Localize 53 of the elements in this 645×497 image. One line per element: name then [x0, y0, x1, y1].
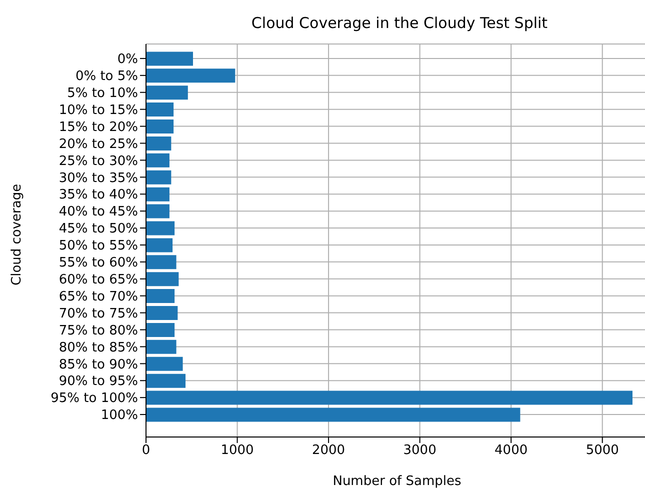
y-tick-label: 35% to 40%	[58, 188, 138, 203]
x-tick-label: 4000	[494, 443, 528, 458]
x-tick-label: 2000	[312, 443, 346, 458]
bar	[146, 170, 172, 184]
bar	[146, 120, 174, 134]
y-tick-label: 100%	[100, 408, 138, 424]
bar	[146, 221, 175, 236]
x-axis-title: Number of Samples	[332, 474, 462, 489]
bar	[146, 356, 183, 371]
y-axis-title: Cloud coverage	[10, 184, 25, 286]
y-tick-label: 15% to 20%	[58, 120, 138, 135]
y-tick-label: 85% to 90%	[58, 357, 138, 372]
bar	[146, 306, 178, 320]
x-tick-label: 1000	[220, 443, 254, 458]
bar	[146, 255, 176, 270]
bar	[146, 272, 179, 286]
y-tick-label: 95% to 100%	[50, 391, 138, 406]
bar	[146, 86, 188, 100]
y-tick-label: 20% to 25%	[58, 136, 138, 152]
y-tick-label: 75% to 80%	[58, 323, 138, 338]
y-tick-label: 50% to 55%	[58, 238, 138, 254]
y-tick-label: 60% to 65%	[58, 272, 138, 288]
bar	[146, 238, 173, 252]
bar	[146, 374, 186, 388]
bar	[146, 390, 632, 405]
bar	[146, 102, 174, 117]
y-tick-label: 30% to 35%	[58, 170, 138, 186]
bar	[146, 289, 175, 304]
y-tick-label: 10% to 15%	[58, 102, 138, 118]
bar	[146, 68, 236, 83]
bar	[146, 340, 176, 354]
y-tick-label: 45% to 50%	[58, 222, 138, 237]
y-tick-label: 65% to 70%	[58, 289, 138, 304]
bar	[146, 153, 170, 168]
y-tick-label: 0%	[117, 52, 138, 68]
y-tick-label: 90% to 95%	[58, 374, 138, 390]
x-tick-label: 0	[142, 443, 150, 458]
x-tick-label: 3000	[403, 443, 436, 458]
bar	[146, 204, 170, 218]
bar	[146, 136, 172, 150]
bar	[146, 408, 520, 422]
bar	[146, 52, 194, 66]
y-tick-label: 70% to 75%	[58, 306, 138, 322]
bar	[146, 322, 175, 337]
y-tick-label: 25% to 30%	[58, 154, 138, 169]
y-tick-label: 80% to 85%	[58, 340, 138, 356]
x-tick-label: 5000	[586, 443, 619, 458]
y-tick-label: 55% to 60%	[58, 256, 138, 271]
chart-title: Cloud Coverage in the Cloudy Test Split	[250, 14, 549, 32]
y-tick-label: 40% to 45%	[58, 204, 138, 220]
y-tick-label: 0% to 5%	[75, 69, 138, 84]
y-tick-label: 5% to 10%	[67, 86, 138, 101]
bar	[146, 187, 170, 202]
